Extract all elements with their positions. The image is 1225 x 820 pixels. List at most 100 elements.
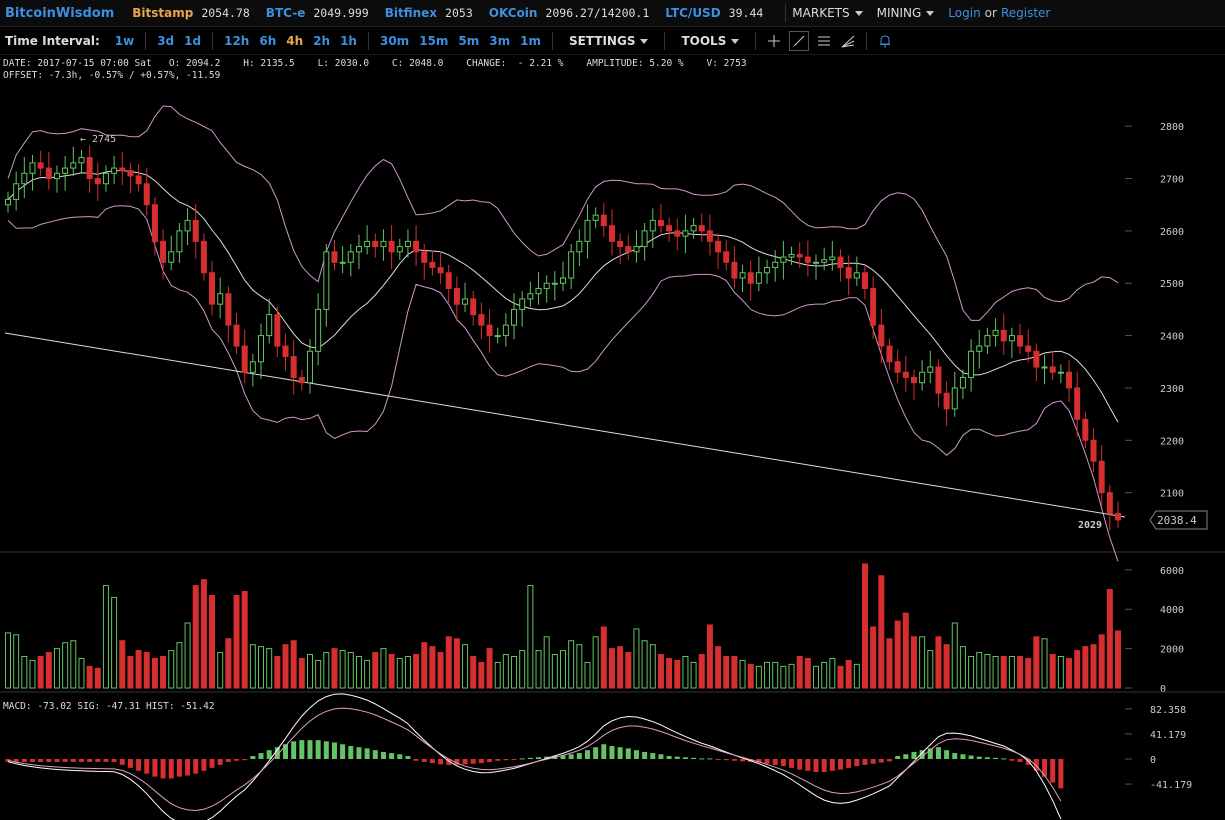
macd-bar — [95, 759, 101, 762]
macd-bar — [625, 748, 631, 759]
bell-icon[interactable] — [876, 32, 894, 50]
candle-body — [698, 225, 705, 232]
interval-1h[interactable]: 1h — [340, 34, 357, 48]
interval-1m[interactable]: 1m — [520, 34, 541, 48]
volume-bar — [584, 661, 591, 689]
interval-3m[interactable]: 3m — [489, 34, 511, 48]
candle-body — [119, 167, 126, 172]
volume-bar — [927, 650, 934, 689]
candle-body — [241, 345, 248, 373]
brand-logo[interactable]: BitcoinWisdom — [5, 5, 115, 21]
volume-bar — [502, 654, 509, 689]
macd-bar — [54, 759, 60, 762]
volume-bar — [788, 663, 795, 689]
interval-15m[interactable]: 15m — [419, 34, 449, 48]
volume-bar — [706, 624, 713, 689]
price-tick-label: 2800 — [1160, 122, 1184, 133]
candle-body — [1098, 460, 1105, 494]
interval-12h[interactable]: 12h — [224, 34, 250, 48]
volume-bar — [168, 650, 175, 689]
volume-bar — [445, 636, 452, 689]
horizontal-lines-icon[interactable] — [815, 32, 833, 50]
volume-bar — [772, 661, 779, 689]
volume-bar — [421, 642, 428, 689]
interval-5m[interactable]: 5m — [458, 34, 480, 48]
divider — [866, 32, 868, 50]
current-price-tag: 2038.4 — [1149, 510, 1208, 530]
volume-bar — [551, 654, 558, 689]
candle-body — [649, 219, 656, 232]
exchange-ticker-ltcusd[interactable]: LTC/USD 39.44 — [665, 6, 763, 20]
candle-body — [217, 293, 224, 305]
volume-bar — [217, 652, 224, 689]
interval-2h[interactable]: 2h — [313, 34, 331, 48]
candle-body — [1106, 492, 1113, 515]
settings-menu[interactable]: SETTINGS — [569, 34, 649, 48]
markets-menu[interactable]: MARKETS — [792, 6, 863, 20]
volume-bar — [910, 636, 917, 689]
trend-line[interactable] — [4, 332, 1126, 518]
login-link[interactable]: Login — [948, 6, 981, 20]
candle-body — [951, 387, 958, 410]
macd-bar — [568, 754, 574, 759]
interval-30m[interactable]: 30m — [379, 34, 410, 48]
low-price-marker: 2029 — [1078, 520, 1102, 531]
volume-bar — [649, 644, 656, 689]
macd-bar — [821, 759, 827, 772]
macd-bar — [323, 741, 329, 759]
volume-bar — [290, 640, 297, 689]
interval-6h[interactable]: 6h — [259, 34, 277, 48]
volume-bar — [135, 650, 142, 689]
macd-bar — [111, 759, 117, 762]
candle-body — [209, 272, 216, 305]
candle-body — [258, 335, 265, 363]
macd-bar — [560, 755, 566, 759]
macd-bar — [160, 759, 166, 779]
candle-body — [543, 282, 550, 289]
candle-body — [94, 178, 101, 185]
volume-bar — [755, 665, 762, 689]
interval-1d[interactable]: 1d — [184, 34, 202, 48]
candle-body — [486, 324, 493, 337]
exchange-ticker-okcoin[interactable]: OKCoin 2096.27/14200.1 — [489, 6, 650, 20]
macd-bar — [397, 754, 403, 759]
chevron-down-icon — [926, 10, 935, 16]
macd-bar — [984, 757, 990, 759]
interval-4h[interactable]: 4h — [286, 34, 304, 48]
interval-3d[interactable]: 3d — [157, 34, 175, 48]
volume-bar — [306, 654, 313, 689]
macd-bar — [846, 759, 852, 768]
macd-bar — [944, 750, 950, 759]
volume-bar — [37, 655, 44, 689]
macd-bar — [1017, 759, 1023, 762]
mining-menu[interactable]: MINING — [877, 6, 935, 20]
macd-bar — [511, 759, 517, 760]
macd-bar — [658, 754, 664, 759]
exchange-ticker-btce[interactable]: BTC-e 2049.999 — [266, 6, 369, 20]
volume-bar — [1057, 655, 1064, 689]
candle-body — [568, 251, 575, 279]
macd-tick-label: 0 — [1150, 755, 1156, 766]
tools-label: TOOLS — [681, 34, 727, 48]
macd-bar — [225, 759, 231, 762]
volume-bar — [739, 659, 746, 689]
trendline-icon[interactable] — [789, 31, 810, 51]
exchange-ticker-bitfinex[interactable]: Bitfinex 2053 — [385, 6, 473, 20]
ohlc-info-line: DATE: 2017-07-15 07:00 Sat O: 2094.2 H: … — [3, 58, 747, 69]
interval-1w[interactable]: 1w — [114, 34, 135, 48]
volume-bar — [94, 667, 101, 689]
candle-body — [674, 230, 681, 237]
macd-bar — [576, 753, 582, 759]
volume-bar — [437, 652, 444, 689]
macd-bar — [952, 753, 958, 759]
exchange-ticker-bitstamp[interactable]: Bitstamp 2054.78 — [132, 6, 250, 20]
candle-body — [943, 392, 950, 410]
fibonacci-fan-icon[interactable] — [839, 32, 857, 50]
volume-bar — [1000, 655, 1007, 689]
tools-menu[interactable]: TOOLS — [681, 34, 740, 48]
register-link[interactable]: Register — [1000, 6, 1051, 20]
macd-bar — [1050, 759, 1056, 783]
macd-bar — [331, 742, 337, 759]
crosshair-icon[interactable] — [765, 32, 783, 50]
